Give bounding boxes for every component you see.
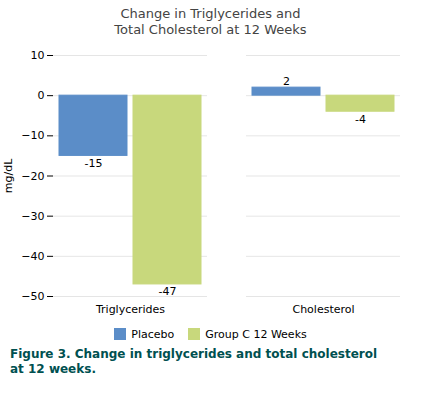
svg-text:mg/dL: mg/dL <box>2 157 15 192</box>
html-text:Group C 12 Weeks: Group C 12 Weeks <box>205 327 307 341</box>
svg-text:2: 2 <box>283 74 290 87</box>
svg-text:−10: −10 <box>21 129 44 142</box>
html-text:Change in Triglycerides and To: Change in Triglycerides and Total Choles… <box>114 6 307 38</box>
svg-text:−20: −20 <box>21 169 44 182</box>
svg-text:-4: -4 <box>355 112 366 125</box>
svg-text:0: 0 <box>38 89 45 102</box>
svg-text:−30: −30 <box>21 209 44 222</box>
svg-text:Cholesterol: Cholesterol <box>292 303 354 316</box>
svg-text:−50: −50 <box>21 290 44 303</box>
svg-text:Triglycerides: Triglycerides <box>95 303 165 316</box>
svg-text:-47: -47 <box>159 285 177 298</box>
html-text:Placebo: Placebo <box>131 327 175 341</box>
html-text:Figure 3. Change in triglyceri: Figure 3. Change in triglycerides and to… <box>10 346 378 376</box>
svg-text:10: 10 <box>31 49 45 62</box>
svg-text:−40: −40 <box>21 249 44 262</box>
svg-text:-15: -15 <box>85 156 103 169</box>
